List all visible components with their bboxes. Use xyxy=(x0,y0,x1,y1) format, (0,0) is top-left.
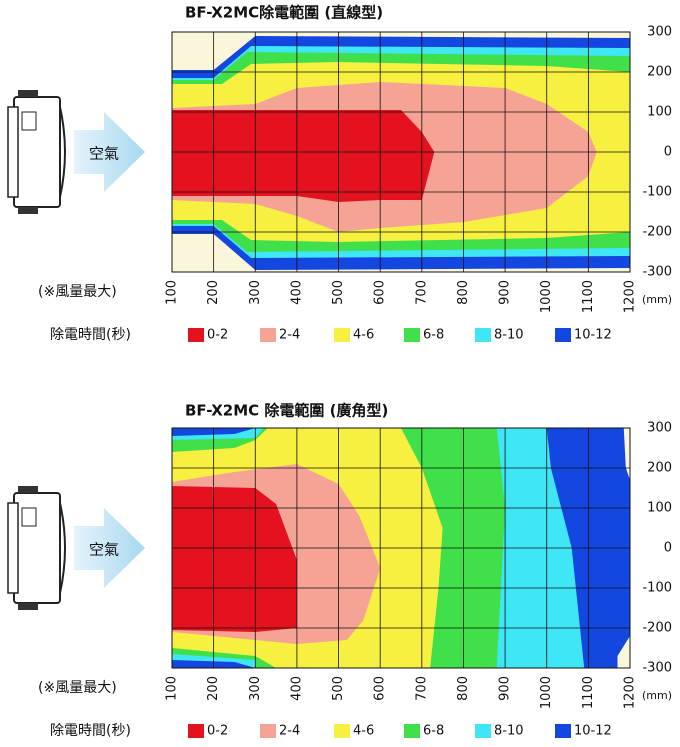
x-tick-label: 600 xyxy=(373,280,388,305)
airflow-arrow xyxy=(74,112,145,192)
y-tick-label: 200 xyxy=(647,65,672,80)
device-panel xyxy=(21,507,37,527)
airflow-arrow xyxy=(74,508,145,588)
legend-swatch xyxy=(260,328,276,342)
legend-label: 6-8 xyxy=(423,328,444,343)
y-tick-label: 0 xyxy=(664,145,672,160)
legend-swatch xyxy=(475,328,491,342)
x-tick-label: 200 xyxy=(206,676,221,701)
chart-title: BF-X2MC 除電範圍 (廣角型) xyxy=(185,402,388,420)
x-tick-label: 500 xyxy=(331,676,346,701)
x-tick-label: 500 xyxy=(331,280,346,305)
x-tick-label: 200 xyxy=(206,280,221,305)
device-body xyxy=(13,96,61,208)
chart-title: BF-X2MC除電範圍 (直線型) xyxy=(185,4,383,22)
plot-frame xyxy=(171,427,631,669)
y-tick-label: -100 xyxy=(642,185,672,200)
y-tick-label: -100 xyxy=(642,581,672,596)
x-tick-label: 1200 xyxy=(623,676,638,709)
device-icon xyxy=(7,486,66,610)
y-tick-label: 200 xyxy=(647,461,672,476)
legend-swatch xyxy=(404,724,420,738)
device-side xyxy=(59,106,66,198)
legend-swatch xyxy=(260,724,276,738)
device-icon xyxy=(7,90,66,214)
x-unit: (mm) xyxy=(642,293,672,306)
region xyxy=(172,110,435,202)
y-tick-label: 300 xyxy=(647,421,672,436)
device-front xyxy=(7,106,19,198)
y-tick-label: -200 xyxy=(642,225,672,240)
legend-label: 6-8 xyxy=(423,724,444,739)
airflow-label: 空氣 xyxy=(89,145,119,163)
note: (※風量最大) xyxy=(38,680,117,696)
y-tick-label: -300 xyxy=(642,661,672,676)
x-tick-label: 700 xyxy=(414,280,429,305)
legend-title: 除電時間(秒) xyxy=(50,723,131,739)
y-tick-label: -300 xyxy=(642,265,672,280)
note: (※風量最大) xyxy=(38,284,117,300)
legend-label: 4-6 xyxy=(353,328,374,343)
x-tick-label: 600 xyxy=(373,676,388,701)
legend-swatch xyxy=(188,724,204,738)
device-panel xyxy=(21,111,37,131)
x-tick-label: 400 xyxy=(289,676,304,701)
legend-label: 8-10 xyxy=(494,724,524,739)
device-bottom xyxy=(18,207,38,214)
y-tick-label: 100 xyxy=(647,501,672,516)
device-bottom xyxy=(18,603,38,610)
y-tick-label: 300 xyxy=(647,25,672,40)
device-top xyxy=(18,486,38,493)
legend-label: 10-12 xyxy=(574,328,612,343)
x-tick-label: 100 xyxy=(165,676,180,701)
x-tick-label: 900 xyxy=(498,676,513,701)
x-tick-label: 300 xyxy=(248,280,263,305)
legend-title: 除電時間(秒) xyxy=(50,327,131,343)
x-tick-label: 1000 xyxy=(539,676,554,709)
airflow-label: 空氣 xyxy=(89,541,119,559)
x-tick-label: 100 xyxy=(165,280,180,305)
x-unit: (mm) xyxy=(642,689,672,702)
region xyxy=(172,486,297,632)
x-tick-label: 700 xyxy=(414,676,429,701)
device-body xyxy=(13,492,61,604)
x-tick-label: 1100 xyxy=(581,280,596,313)
x-tick-label: 800 xyxy=(456,676,471,701)
y-tick-label: -200 xyxy=(642,621,672,636)
device-front xyxy=(7,502,19,594)
legend-label: 0-2 xyxy=(207,328,228,343)
legend-swatch xyxy=(334,328,350,342)
legend-label: 2-4 xyxy=(279,328,300,343)
legend-swatch xyxy=(475,724,491,738)
legend-label: 8-10 xyxy=(494,328,524,343)
legend-swatch xyxy=(404,328,420,342)
x-tick-label: 1000 xyxy=(539,280,554,313)
legend-swatch xyxy=(188,328,204,342)
x-tick-label: 1200 xyxy=(623,280,638,313)
y-tick-label: 100 xyxy=(647,105,672,120)
legend-swatch xyxy=(555,328,571,342)
device-top xyxy=(18,90,38,97)
x-tick-label: 900 xyxy=(498,280,513,305)
legend-label: 2-4 xyxy=(279,724,300,739)
legend-swatch xyxy=(334,724,350,738)
device-side xyxy=(59,502,66,594)
x-tick-label: 400 xyxy=(289,280,304,305)
legend-swatch xyxy=(555,724,571,738)
x-tick-label: 300 xyxy=(248,676,263,701)
plot-frame xyxy=(171,31,631,273)
legend-label: 4-6 xyxy=(353,724,374,739)
x-tick-label: 1100 xyxy=(581,676,596,709)
y-tick-label: 0 xyxy=(664,541,672,556)
legend-label: 0-2 xyxy=(207,724,228,739)
x-tick-label: 800 xyxy=(456,280,471,305)
legend-label: 10-12 xyxy=(574,724,612,739)
